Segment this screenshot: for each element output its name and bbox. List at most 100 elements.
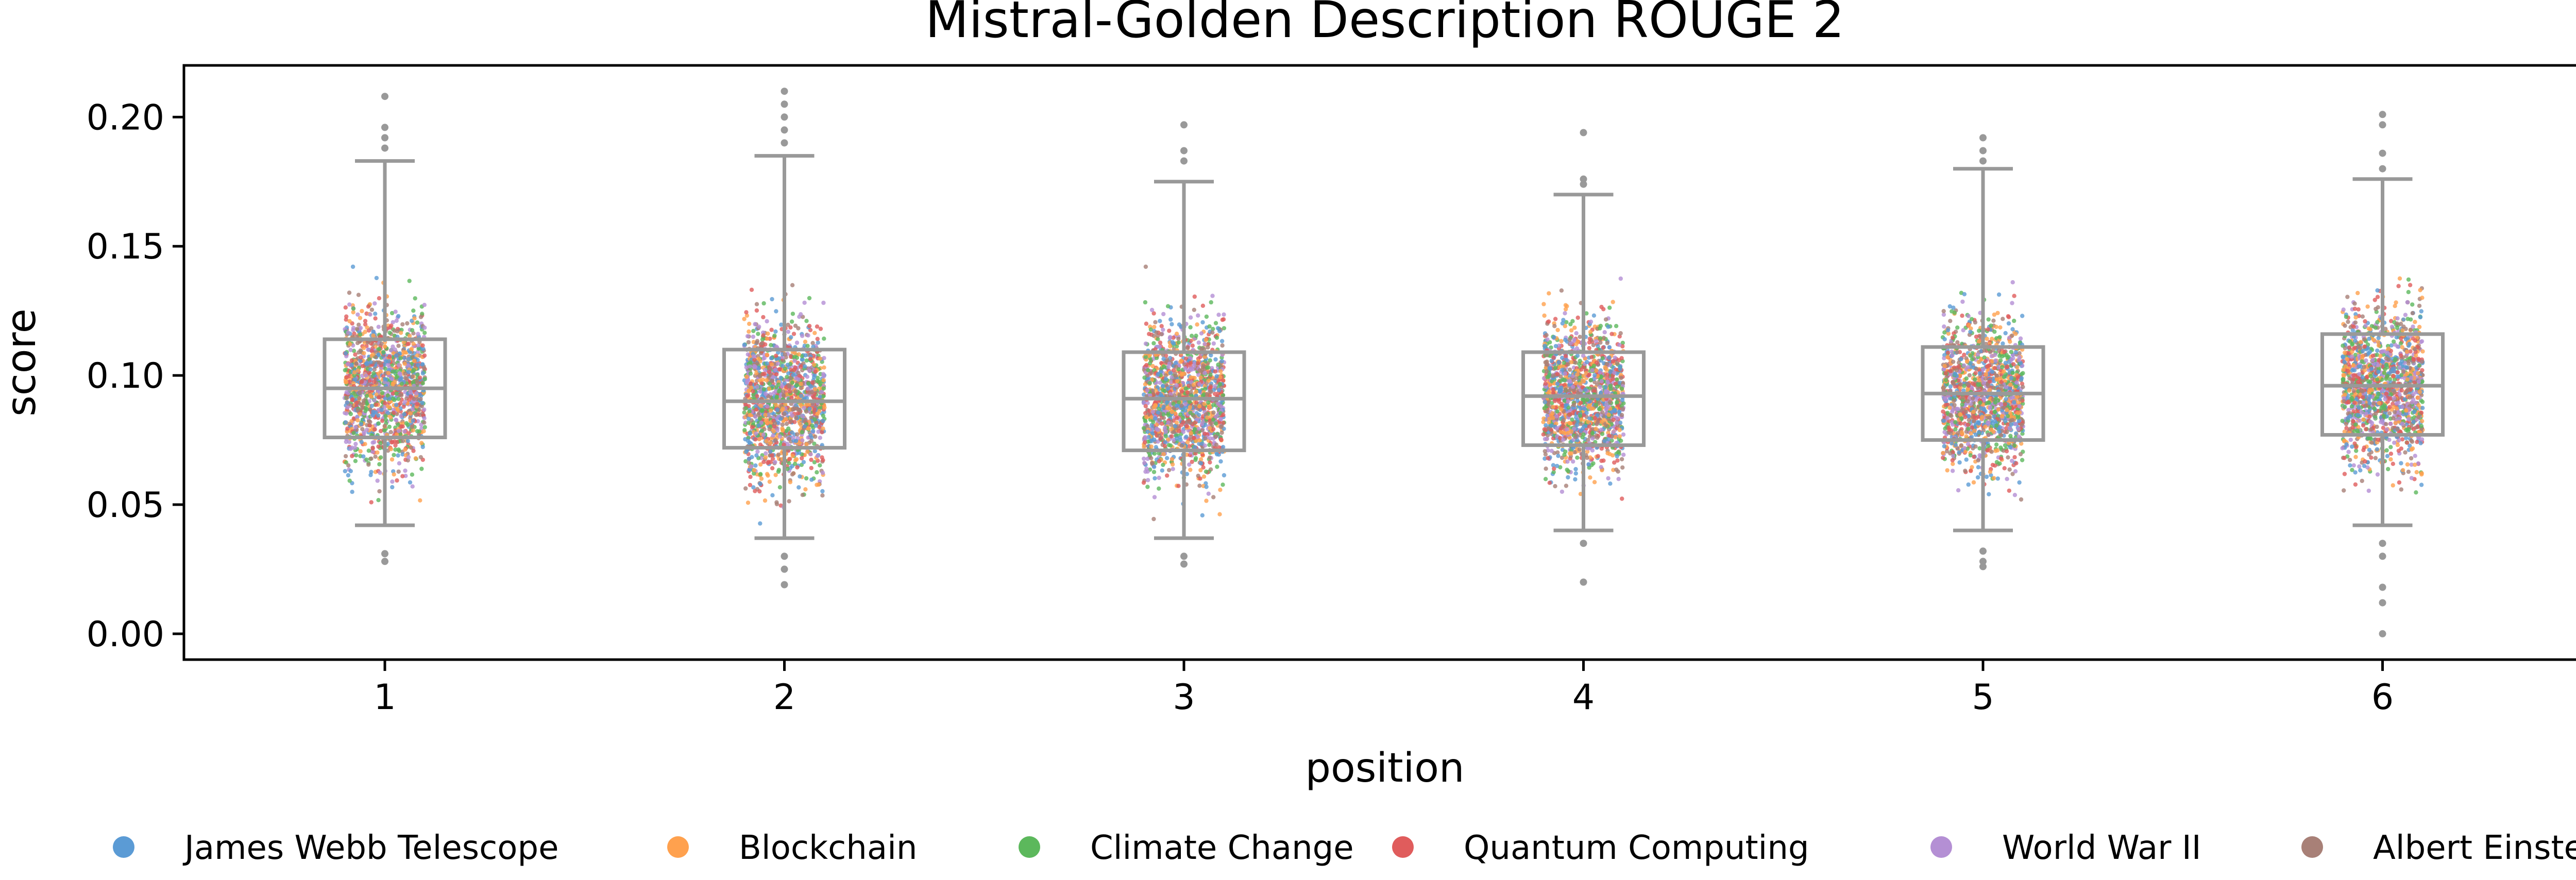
strip-point [356, 292, 361, 297]
strip-point [761, 460, 766, 464]
strip-point [416, 347, 421, 351]
strip-point [375, 478, 380, 483]
strip-point [1207, 455, 1212, 460]
strip-point [1190, 343, 1195, 348]
strip-point [817, 409, 822, 413]
strip-point [343, 469, 347, 474]
strip-point [1198, 375, 1203, 380]
strip-point [1181, 420, 1185, 424]
strip-point [815, 454, 820, 458]
strip-point [380, 390, 385, 395]
strip-point [756, 423, 761, 428]
strip-point [373, 454, 378, 459]
strip-point [762, 368, 768, 372]
strip-point [783, 352, 787, 357]
strip-point [1220, 343, 1225, 348]
strip-point [1161, 327, 1165, 332]
strip-point [1598, 385, 1603, 389]
strip-point [800, 493, 805, 497]
strip-point [1204, 498, 1209, 503]
strip-point [791, 471, 796, 476]
strip-point [1214, 335, 1219, 340]
strip-point [348, 469, 353, 474]
strip-point [411, 428, 416, 433]
strip-point [773, 438, 778, 443]
strip-point [386, 371, 391, 375]
strip-point [765, 421, 770, 425]
strip-point [1541, 302, 1546, 306]
strip-point [350, 264, 355, 269]
strip-point [395, 407, 400, 412]
strip-point [768, 408, 773, 413]
strip-point [748, 360, 753, 365]
strip-point [748, 474, 753, 479]
strip-point [820, 489, 825, 494]
strip-point [761, 387, 767, 392]
strip-point [1220, 317, 1225, 322]
strip-point [1188, 421, 1193, 425]
strip-point [804, 409, 809, 414]
strip-point [793, 323, 798, 328]
strip-point [1146, 478, 1150, 482]
strip-point [378, 361, 383, 366]
strip-point [1144, 363, 1149, 368]
strip-point [415, 320, 420, 325]
strip-point [1214, 374, 1219, 378]
strip-point [808, 452, 813, 457]
strip-point [1195, 417, 1199, 422]
strip-point [810, 423, 815, 428]
strip-point [776, 389, 782, 394]
strip-point [1607, 305, 1612, 310]
strip-point [1183, 366, 1188, 371]
strip-point [804, 358, 809, 363]
jitter-points [342, 264, 2425, 526]
strip-point [754, 371, 759, 375]
strip-point [368, 420, 372, 424]
strip-point [774, 372, 779, 377]
strip-point [1165, 456, 1170, 460]
strip-point [420, 401, 425, 405]
strip-point [757, 437, 761, 442]
strip-point [1171, 402, 1176, 406]
strip-point [1614, 324, 1619, 329]
strip-point [347, 290, 352, 295]
strip-point [794, 383, 799, 388]
strip-point [1165, 386, 1171, 391]
strip-point [422, 377, 427, 382]
strip-point [798, 421, 802, 426]
strip-point [1190, 459, 1194, 464]
strip-point [1194, 389, 1198, 394]
strip-point [358, 332, 363, 337]
strip-point [396, 447, 401, 452]
strip-point [748, 412, 753, 418]
strip-point [402, 400, 407, 404]
strip-point [347, 302, 352, 307]
strip-point [773, 460, 777, 464]
strip-point [413, 296, 417, 301]
strip-point [397, 461, 402, 465]
strip-point [764, 439, 769, 443]
strip-point [358, 358, 363, 363]
strip-point [1152, 437, 1157, 442]
strip-point [1143, 300, 1148, 305]
strip-point [346, 473, 351, 478]
strip-point [1202, 443, 1207, 448]
strip-point [382, 344, 387, 349]
strip-point [1578, 335, 1582, 339]
strip-point [398, 331, 403, 335]
strip-point [412, 396, 416, 401]
strip-point [784, 417, 788, 421]
strip-point [792, 351, 798, 355]
strip-point [351, 306, 356, 311]
strip-point [396, 469, 401, 474]
strip-point [794, 416, 799, 420]
strip-point [419, 467, 424, 471]
strip-point [420, 371, 426, 376]
strip-point [358, 316, 363, 320]
strip-point [1173, 373, 1178, 378]
strip-point [780, 428, 785, 433]
strip-point [366, 304, 371, 309]
strip-point [765, 352, 770, 357]
strip-point [1183, 402, 1188, 407]
strip-point [792, 420, 797, 424]
